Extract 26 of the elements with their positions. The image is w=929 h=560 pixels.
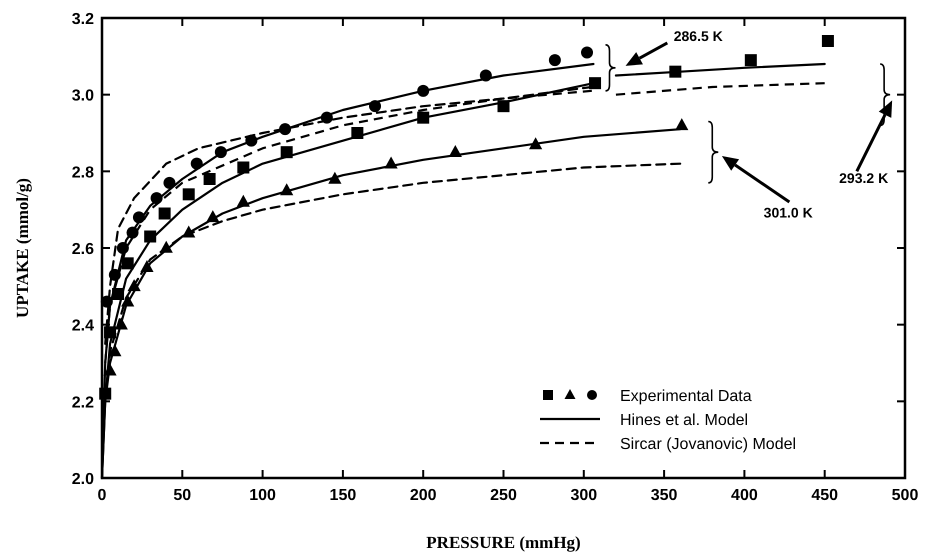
x-tick-label: 150 [330, 487, 356, 504]
annotation: 301.0 K [764, 204, 813, 220]
x-tick-label: 200 [410, 487, 437, 504]
x-tick-label: 50 [173, 487, 192, 504]
x-tick-label: 100 [249, 487, 276, 504]
annotation: 293.2 K [839, 170, 888, 186]
legend-label: Sircar (Jovanovic) Model [620, 436, 796, 453]
x-tick-label: 250 [490, 487, 517, 504]
y-tick-label: 2.4 [72, 318, 94, 335]
y-tick-label: 2.0 [72, 471, 94, 488]
x-tick-label: 0 [98, 487, 107, 504]
y-tick-label: 3.2 [72, 11, 94, 28]
x-tick-label: 450 [811, 487, 838, 504]
legend-label: Hines et al. Model [620, 412, 748, 429]
y-tick-label: 2.6 [72, 241, 94, 258]
x-tick-label: 350 [650, 487, 678, 504]
y-axis-title: UPTAKE (mmol/g) [13, 178, 32, 318]
legend-label: Experimental Data [620, 388, 752, 405]
y-tick-label: 2.8 [72, 164, 94, 182]
x-tick-label: 400 [731, 487, 758, 504]
y-tick-label: 2.2 [72, 394, 94, 412]
y-tick-label: 3.0 [72, 88, 94, 105]
annotation: 286.5 K [674, 28, 723, 44]
x-tick-label: 300 [570, 487, 598, 504]
x-tick-label: 500 [892, 487, 918, 504]
x-axis-title: PRESSURE (mmHg) [426, 533, 581, 552]
